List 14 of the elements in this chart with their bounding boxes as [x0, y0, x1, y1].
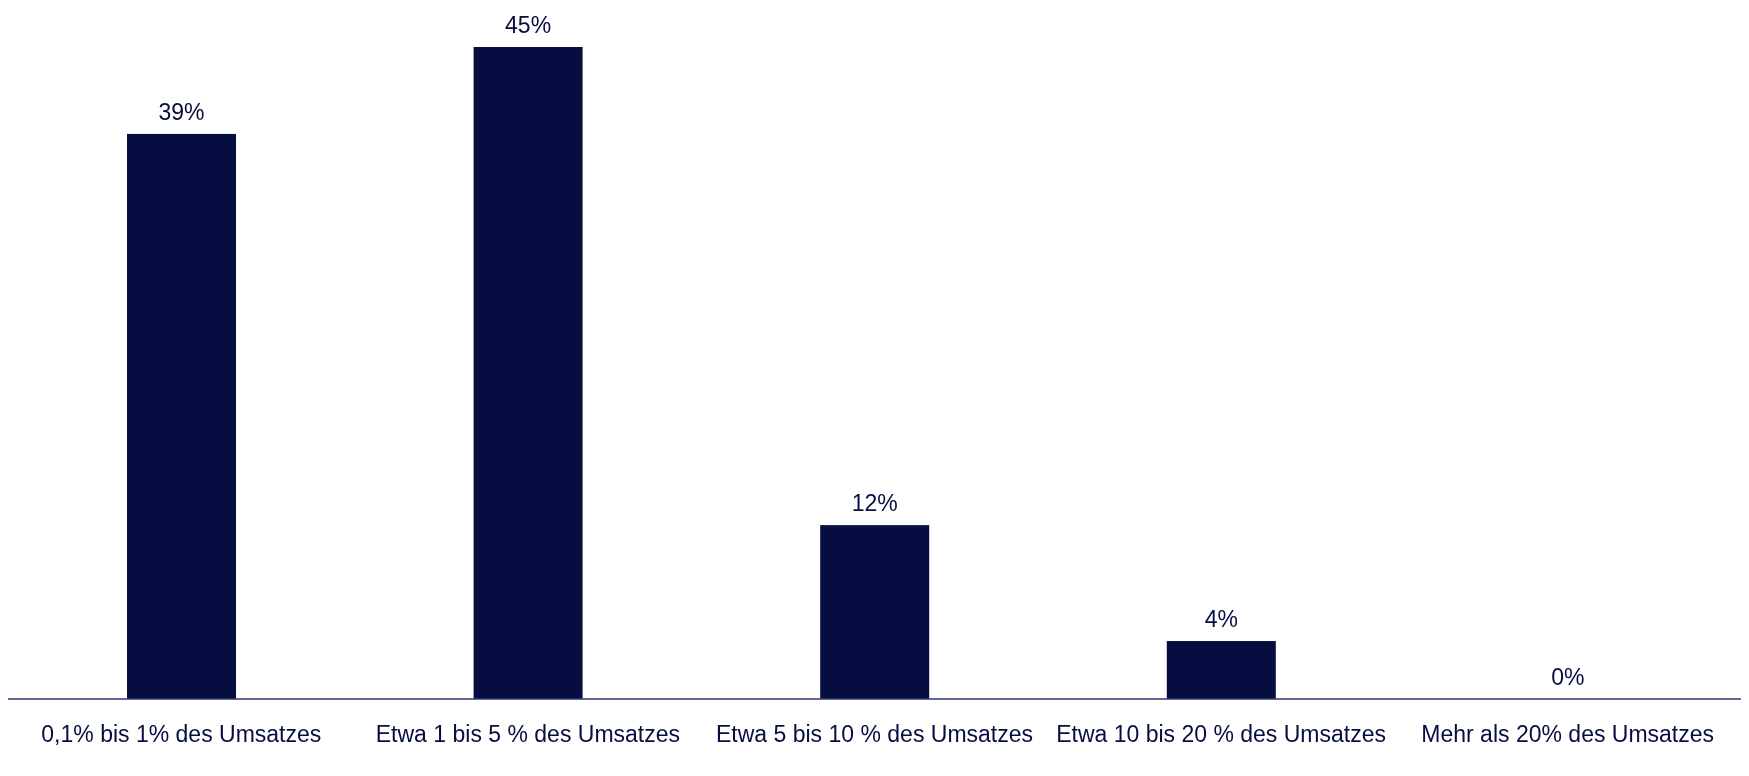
bar: [820, 525, 930, 699]
data-label: 0%: [1551, 664, 1585, 690]
data-label: 39%: [158, 98, 205, 125]
bar: [1166, 641, 1276, 699]
data-label: 4%: [1204, 606, 1238, 633]
data-label: 45%: [505, 12, 552, 38]
x-tick-label: Etwa 5 bis 10 % des Umsatzes: [715, 720, 1034, 747]
x-tick-label: Etwa 1 bis 5 % des Umsatzes: [375, 720, 681, 747]
bar: [473, 47, 583, 699]
x-tick-label: 0,1% bis 1% des Umsatzes: [41, 720, 322, 747]
x-tick-label: Etwa 10 bis 20 % des Umsatzes: [1056, 720, 1387, 747]
data-label: 12%: [851, 490, 898, 517]
x-tick-label: Mehr als 20% des Umsatzes: [1421, 720, 1715, 747]
bar: [127, 133, 236, 699]
